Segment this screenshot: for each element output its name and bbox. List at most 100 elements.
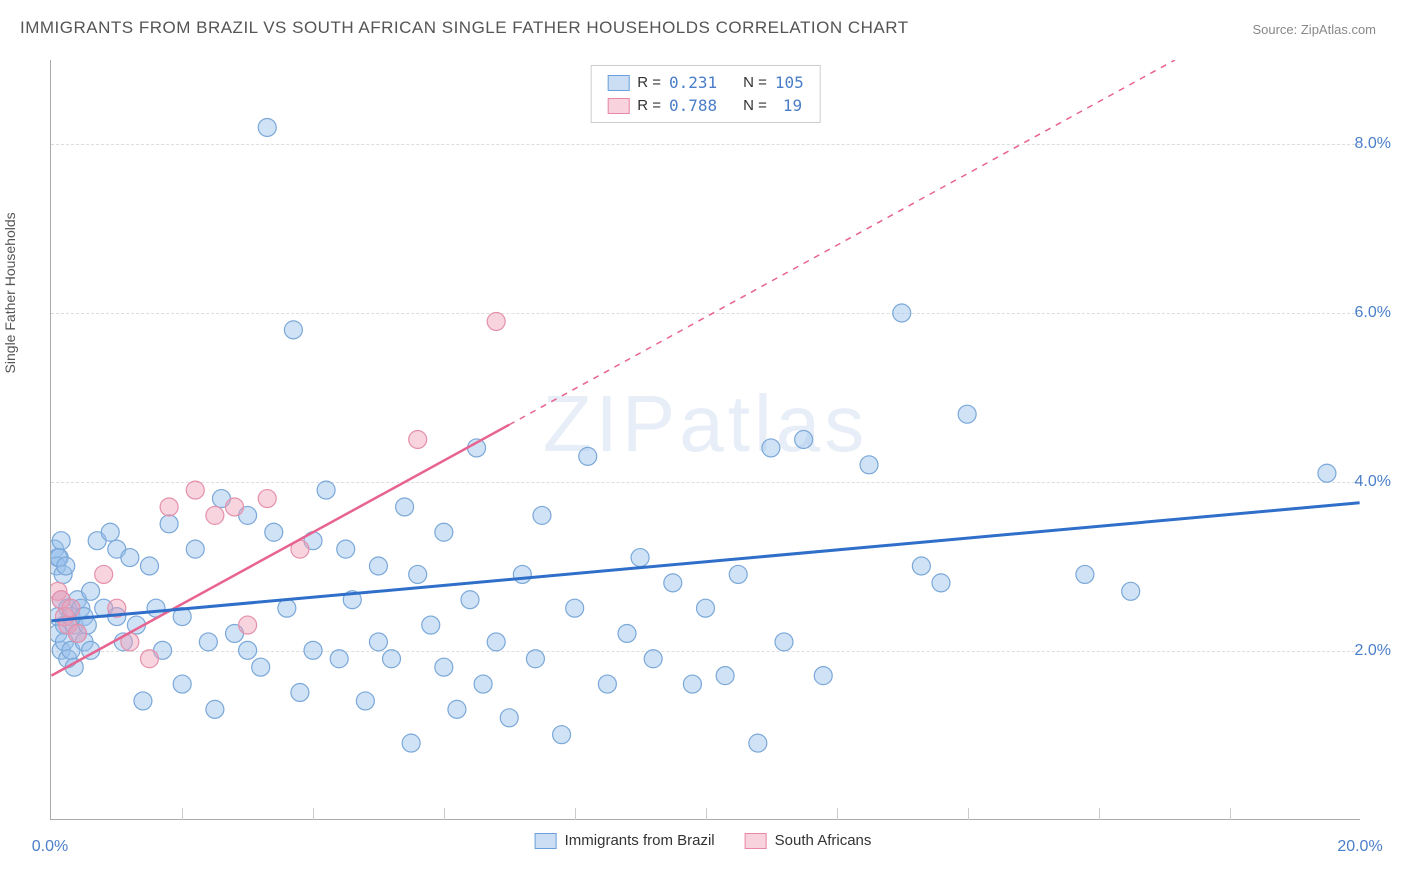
scatter-point [958,405,976,423]
scatter-point [664,574,682,592]
scatter-point [239,616,257,634]
scatter-point [598,675,616,693]
legend-label: Immigrants from Brazil [565,832,715,849]
x-tick-label: 0.0% [32,838,68,856]
scatter-point [265,523,283,541]
scatter-point [186,540,204,558]
scatter-point [337,540,355,558]
scatter-point [239,641,257,659]
scatter-point [579,447,597,465]
scatter-point [134,692,152,710]
y-tick-label: 8.0% [1355,135,1391,153]
legend-stats-row-pink: R = 0.788 N = 19 [607,94,804,117]
scatter-point [487,633,505,651]
scatter-point [206,506,224,524]
scatter-point [52,532,70,550]
scatter-point [513,565,531,583]
scatter-point [383,650,401,668]
scatter-point [461,591,479,609]
scatter-point [369,557,387,575]
scatter-point [860,456,878,474]
scatter-svg [51,60,1360,819]
scatter-point [1122,582,1140,600]
scatter-point [160,515,178,533]
scatter-point [762,439,780,457]
scatter-point [206,700,224,718]
scatter-point [697,599,715,617]
r-value-pink: 0.788 [669,96,717,115]
scatter-point [526,650,544,668]
scatter-point [422,616,440,634]
scatter-point [1076,565,1094,583]
scatter-point [258,118,276,136]
n-label: N = [743,74,767,91]
x-tick-label: 20.0% [1337,838,1382,856]
scatter-point [199,633,217,651]
scatter-point [304,641,322,659]
y-tick-label: 2.0% [1355,642,1391,660]
scatter-point [409,431,427,449]
scatter-point [775,633,793,651]
legend-swatch-blue-icon [607,75,629,91]
y-tick-label: 4.0% [1355,473,1391,491]
scatter-point [284,321,302,339]
scatter-point [160,498,178,516]
scatter-point [683,675,701,693]
scatter-point [912,557,930,575]
plot-area: ZIPatlas R = 0.231 N = 105 R = 0.788 N =… [50,60,1360,820]
n-value-pink: 19 [775,96,802,115]
legend-label: South Africans [775,832,872,849]
scatter-point [409,565,427,583]
r-value-blue: 0.231 [669,73,717,92]
scatter-point [356,692,374,710]
legend-swatch-pink-icon [607,98,629,114]
source-label: Source: ZipAtlas.com [1252,22,1376,37]
scatter-point [402,734,420,752]
scatter-point [82,582,100,600]
legend-item: Immigrants from Brazil [535,832,715,849]
scatter-point [252,658,270,676]
scatter-point [396,498,414,516]
legend-series: Immigrants from Brazil South Africans [535,832,872,849]
n-label: N = [743,97,767,114]
scatter-point [716,667,734,685]
scatter-point [330,650,348,668]
scatter-point [553,726,571,744]
legend-swatch-pink-icon [745,833,767,849]
y-axis-label: Single Father Households [2,212,18,373]
r-label: R = [637,97,661,114]
scatter-point [1318,464,1336,482]
scatter-point [533,506,551,524]
scatter-point [258,490,276,508]
scatter-point [749,734,767,752]
scatter-point [500,709,518,727]
scatter-point [278,599,296,617]
scatter-point [291,684,309,702]
scatter-point [95,565,113,583]
legend-swatch-blue-icon [535,833,557,849]
scatter-point [448,700,466,718]
chart-title: IMMIGRANTS FROM BRAZIL VS SOUTH AFRICAN … [20,18,909,38]
scatter-point [474,675,492,693]
scatter-point [226,498,244,516]
scatter-point [186,481,204,499]
scatter-point [62,599,80,617]
scatter-point [140,557,158,575]
scatter-point [631,549,649,567]
scatter-point [566,599,584,617]
y-tick-label: 6.0% [1355,304,1391,322]
scatter-point [814,667,832,685]
legend-stats-row-blue: R = 0.231 N = 105 [607,71,804,94]
scatter-point [57,557,75,575]
r-label: R = [637,74,661,91]
scatter-point [729,565,747,583]
scatter-point [932,574,950,592]
scatter-point [435,523,453,541]
scatter-point [435,658,453,676]
scatter-point [101,523,119,541]
scatter-point [487,312,505,330]
chart-container: IMMIGRANTS FROM BRAZIL VS SOUTH AFRICAN … [0,0,1406,892]
scatter-point [369,633,387,651]
scatter-point [795,431,813,449]
legend-stats-box: R = 0.231 N = 105 R = 0.788 N = 19 [590,65,821,123]
